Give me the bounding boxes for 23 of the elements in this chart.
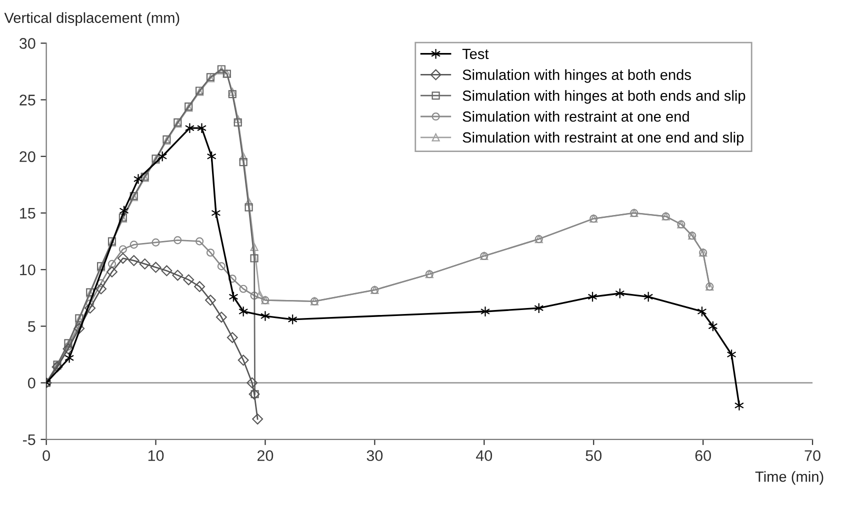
y-axis-title: Vertical displacement (mm) bbox=[4, 12, 180, 26]
y-tick-label: 5 bbox=[28, 321, 36, 332]
legend-label: Simulation with restraint at one end bbox=[462, 111, 689, 122]
legend-label: Test bbox=[462, 48, 489, 60]
legend-label: Simulation with hinges at both ends and slip bbox=[462, 90, 746, 104]
y-tick-label: 25 bbox=[20, 94, 36, 106]
y-tick-label: 0 bbox=[28, 378, 36, 388]
x-tick-label: 30 bbox=[366, 450, 383, 462]
x-tick-label: 0 bbox=[42, 450, 50, 462]
x-axis-title: Time (min) bbox=[755, 471, 824, 485]
x-tick-label: 70 bbox=[804, 450, 820, 462]
x-tick-label: 20 bbox=[258, 450, 274, 462]
y-tick-label: 20 bbox=[20, 151, 36, 162]
y-tick-label: 15 bbox=[20, 208, 36, 219]
x-tick-label: 50 bbox=[586, 450, 602, 462]
legend-label: Simulation with restraint at one end and slip bbox=[462, 132, 744, 146]
y-tick-label: -5 bbox=[22, 434, 36, 446]
x-tick-label: 60 bbox=[695, 450, 711, 462]
x-tick-label: 10 bbox=[148, 450, 164, 462]
y-tick-label: 30 bbox=[19, 38, 36, 49]
y-tick-label: 10 bbox=[20, 264, 36, 276]
x-tick-label: 40 bbox=[476, 450, 492, 462]
legend-label: Simulation with hinges at both ends bbox=[462, 69, 691, 83]
